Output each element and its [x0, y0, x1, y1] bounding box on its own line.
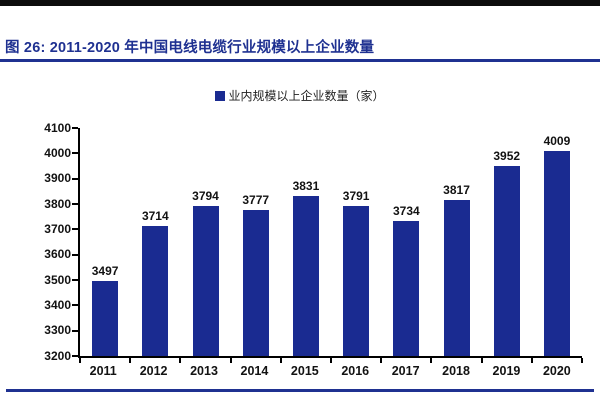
y-tick-mark [72, 279, 78, 281]
y-tick-mark [72, 177, 78, 180]
y-tick-mark [72, 253, 78, 256]
bar-value-label: 3791 [342, 189, 370, 204]
plot-area: 3497 3714 3794 3777 3831 3791 3734 3817 3952 4009… [44, 121, 583, 363]
x-tick-mark [581, 358, 583, 363]
x-tick-mark [330, 358, 332, 363]
bar-cell-2018: 3817 [431, 128, 481, 356]
x-tick-mark [480, 358, 483, 363]
x-tick-mark [530, 358, 533, 363]
bar-value-label: 3734 [392, 203, 420, 218]
bar-cell-2014: 3777 [231, 128, 281, 356]
bar-value-label: 3714 [141, 208, 169, 223]
x-tick-mark [279, 358, 282, 363]
y-tick-label: 3600 [44, 247, 71, 262]
x-tick-mark [179, 358, 182, 363]
bar-value-label: 4009 [543, 134, 571, 149]
legend-label: 业内规模以上企业数量（家） [228, 89, 385, 103]
x-tick-label: 2013 [190, 364, 218, 378]
bar-cell-2012: 3714 [130, 128, 180, 356]
x-tick-label: 2019 [492, 364, 521, 378]
bar-2020 [543, 151, 570, 356]
y-tick-label: 3700 [44, 221, 71, 236]
bar-cell-2017: 3734 [381, 128, 431, 356]
bar-cell-2019: 3952 [482, 128, 532, 356]
x-tick-mark [380, 358, 383, 363]
bar-cell-2011: 3497 [80, 128, 130, 356]
bar-cell-2015: 3831 [281, 128, 331, 356]
x-tick-label: 2015 [290, 364, 319, 378]
x-tick-label: 2012 [139, 364, 168, 378]
x-tick-label: 2020 [542, 364, 571, 378]
x-tick-label: 2011 [89, 364, 117, 378]
x-axis-labels: 2011 2012 2013 2014 2015 2016 2017 2018 2019 2020 [78, 364, 582, 378]
bar-value-label: 3831 [292, 179, 320, 194]
y-tick-label: 3200 [44, 348, 71, 363]
bar-value-label: 3794 [192, 188, 219, 203]
bar-cell-2016: 3791 [331, 128, 381, 356]
y-tick-label: 4000 [44, 145, 71, 160]
bar-2019 [493, 165, 520, 356]
y-tick-mark [72, 228, 78, 231]
x-tick-label: 2017 [391, 364, 420, 378]
y-tick-mark [72, 304, 78, 307]
bar-chart: 3497 3714 3794 3777 3831 3791 3734 3817 3952 4009… [8, 112, 586, 384]
bar-2016 [343, 206, 370, 356]
bar-2018 [443, 199, 470, 356]
bar-value-label: 3817 [443, 182, 470, 197]
bar-cell-2020: 4009 [532, 128, 582, 356]
bars-container: 3497 3714 3794 3777 3831 3791 3734 3817 3952 4009 [80, 128, 582, 356]
bar-2013 [192, 205, 219, 356]
y-tick-label: 3500 [44, 272, 71, 287]
bar-2012 [142, 225, 169, 356]
x-tick-mark [79, 358, 81, 363]
figure-title: 图 26: 2011-2020 年中国电线电缆行业规模以上企业数量 [5, 40, 375, 56]
x-tick-label: 2016 [341, 364, 370, 378]
bottom-divider [6, 389, 594, 392]
legend-swatch-icon [215, 90, 226, 101]
y-tick-mark [72, 329, 78, 332]
bar-2014 [242, 209, 269, 356]
y-tick-mark [72, 203, 78, 205]
y-tick-mark [72, 152, 78, 155]
y-tick-label: 3800 [44, 196, 71, 211]
y-tick-label: 3300 [44, 323, 71, 338]
x-tick-mark [229, 358, 232, 363]
x-tick-mark [129, 358, 132, 363]
y-tick-label: 3400 [44, 297, 71, 312]
bar-value-label: 3777 [242, 192, 270, 207]
y-tick-mark [72, 355, 78, 357]
x-tick-label: 2014 [240, 364, 269, 378]
y-tick-label: 3900 [44, 171, 71, 186]
bar-2011 [92, 280, 119, 356]
y-tick-label: 4100 [44, 120, 71, 135]
bar-value-label: 3497 [91, 263, 119, 278]
bar-2017 [393, 220, 420, 356]
chart-legend: 业内规模以上企业数量（家） [0, 87, 600, 104]
x-tick-label: 2018 [442, 364, 470, 378]
top-divider [0, 0, 600, 6]
y-tick-mark [72, 127, 78, 129]
bar-2015 [292, 196, 319, 356]
bar-cell-2013: 3794 [180, 128, 230, 356]
bar-value-label: 3952 [493, 148, 521, 163]
title-underline [0, 59, 600, 62]
x-tick-mark [430, 358, 433, 363]
